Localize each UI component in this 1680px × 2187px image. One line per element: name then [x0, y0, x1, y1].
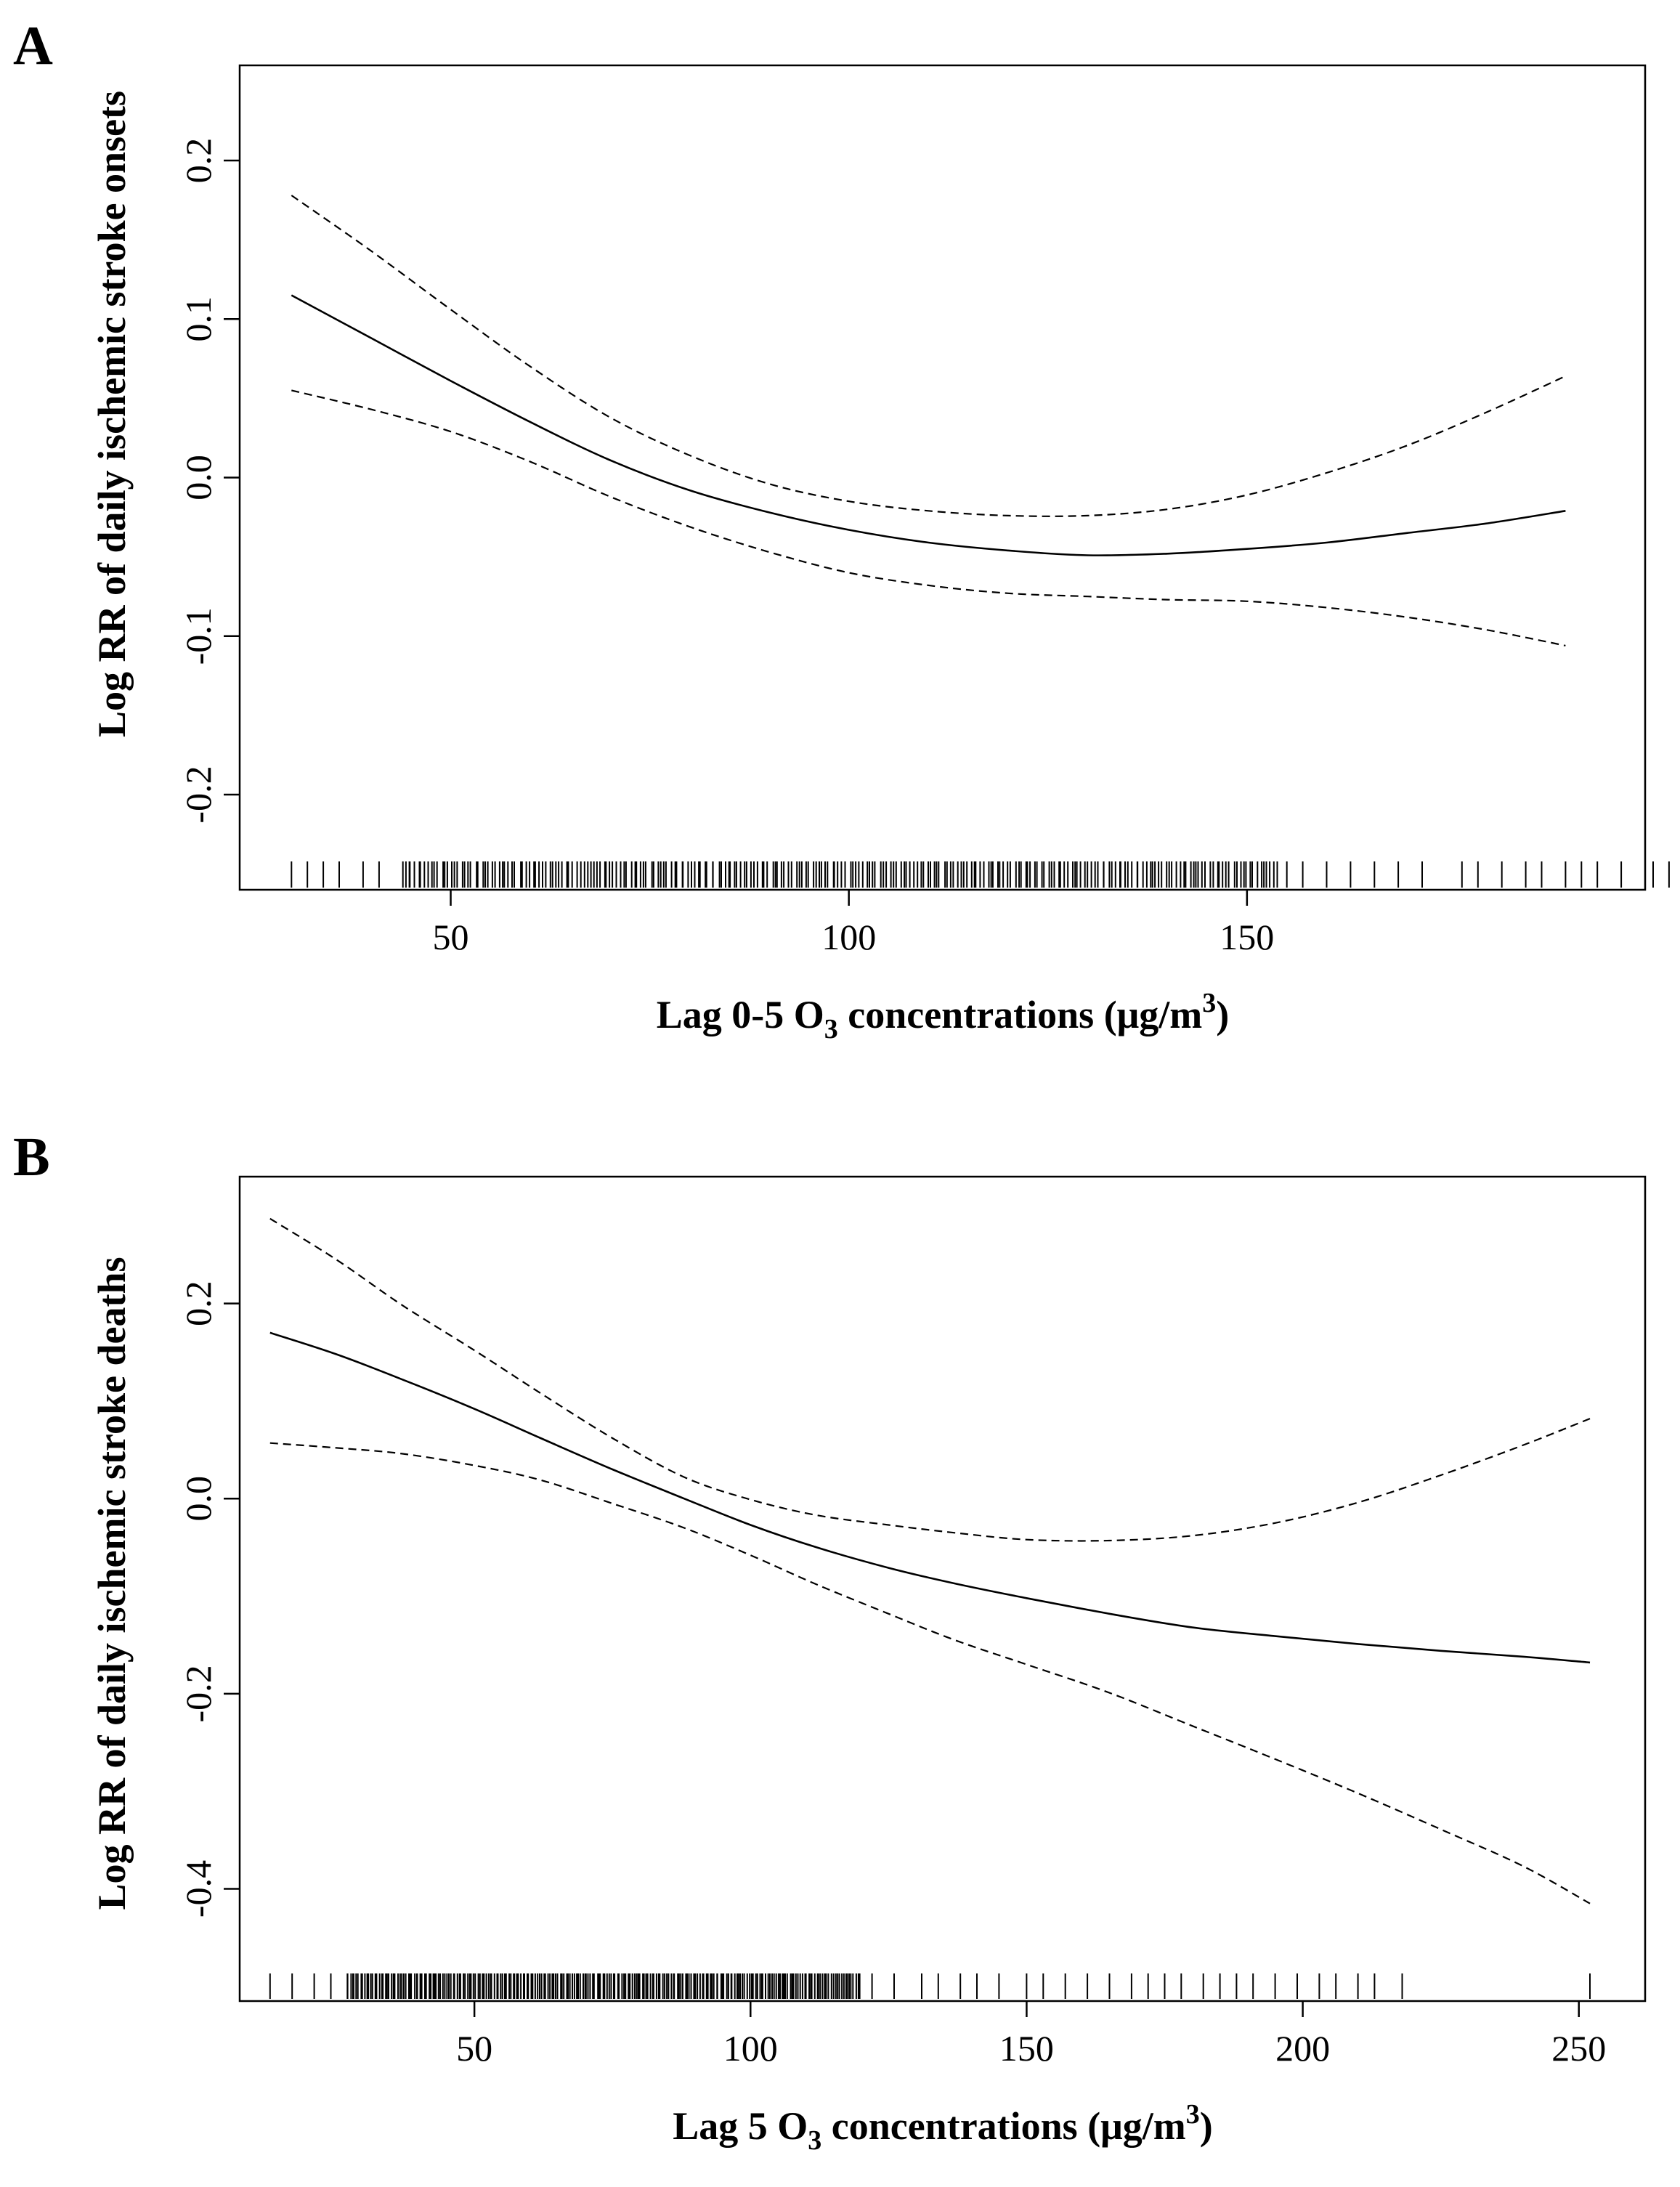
panel-a-upper-ci-line [291, 195, 1566, 517]
panel-a-x-title-part: concentrations (μg/m [838, 993, 1203, 1036]
panel-b-y-tick-label: 0.2 [178, 1281, 219, 1326]
panel-b-upper-ci-line [269, 1217, 1591, 1542]
panel-b-curves [269, 1217, 1591, 1904]
panel-a-rug-marks [291, 861, 1670, 888]
panel-b-estimate-line [269, 1331, 1591, 1664]
panel-b-x-tick-label: 100 [723, 2028, 778, 2069]
panel-b-x-tick-label: 50 [456, 2028, 492, 2069]
panel-b-x-title-part: Lag 5 O [673, 2104, 808, 2148]
panel-b-x-title-part: concentrations (μg/m [821, 2104, 1186, 2148]
panel-a-x-tick-label: 100 [821, 917, 876, 957]
panel-a-y-tick-label: -0.1 [178, 607, 219, 665]
panel-a-x-title-part: Lag 0-5 O [657, 993, 824, 1036]
panel-b-x-axis-title: Lag 5 O3 concentrations (μg/m3) [673, 2099, 1213, 2156]
panel-b-x-tick-label: 150 [999, 2028, 1054, 2069]
panel-a-y-axis: -0.2 -0.1 0.0 0.1 0.2 Log RR of daily ischem… [90, 91, 240, 824]
panel-a-y-tick-label: -0.2 [178, 766, 219, 823]
panel-b-plot-frame [238, 1175, 1647, 2003]
panel-a-lower-ci-line [291, 389, 1566, 646]
panel-a-y-tick-label: 0.0 [178, 455, 219, 500]
panel-a-y-axis-title: Log RR of daily ischemic stroke onsets [90, 91, 134, 737]
panel-a-x-title-subscript: 3 [824, 1014, 838, 1044]
panel-a-y-tick-label: 0.1 [178, 296, 219, 342]
panel-a-onsets-chart: A -0.2 -0.1 0.0 0.1 0.2 Log RR of daily isch… [13, 15, 1670, 1044]
panel-a-label: A [13, 15, 53, 76]
panel-b-x-title-superscript: 3 [1186, 2099, 1200, 2130]
panel-b-x-tick-label: 200 [1275, 2028, 1330, 2069]
panel-a-x-title-part: ) [1216, 993, 1229, 1036]
panel-a-x-title-superscript: 3 [1202, 988, 1216, 1018]
panel-b-y-tick-label: 0.0 [178, 1476, 219, 1522]
panel-b-lower-ci-line [269, 1442, 1591, 1904]
panel-a-curves [291, 195, 1566, 646]
panel-b-x-tick-label: 250 [1551, 2028, 1606, 2069]
panel-b-y-axis: -0.4 -0.2 0.0 0.2 Log RR of daily ischemic … [90, 1257, 240, 1918]
panel-a-estimate-line [291, 294, 1566, 556]
panel-b-x-title-subscript: 3 [808, 2125, 821, 2156]
panel-b-x-axis: 50 100 150 200 250 Lag 5 O3 concentrations (… [456, 2001, 1606, 2156]
panel-a-y-tick-label: 0.2 [178, 138, 219, 184]
panel-b-y-tick-label: -0.4 [178, 1860, 219, 1918]
panel-b-x-title-part: ) [1200, 2104, 1213, 2148]
panel-a-plot-frame [238, 64, 1647, 891]
panel-a-x-axis-title: Lag 0-5 O3 concentrations (μg/m3) [657, 988, 1230, 1044]
panel-b-rug-marks [269, 1973, 1591, 1999]
panel-b-deaths-chart: B -0.4 -0.2 0.0 0.2 Log RR of daily ischemi… [13, 1127, 1647, 2156]
panel-b-label: B [13, 1127, 50, 1188]
panel-a-x-axis: 50 100 150 Lag 0-5 O3 concentrations (μg/m… [433, 890, 1274, 1044]
panel-a-x-tick-label: 150 [1220, 917, 1274, 957]
panel-a-x-tick-label: 50 [433, 917, 469, 957]
panel-b-y-tick-label: -0.2 [178, 1665, 219, 1722]
panel-b-y-axis-title: Log RR of daily ischemic stroke deaths [90, 1257, 134, 1910]
